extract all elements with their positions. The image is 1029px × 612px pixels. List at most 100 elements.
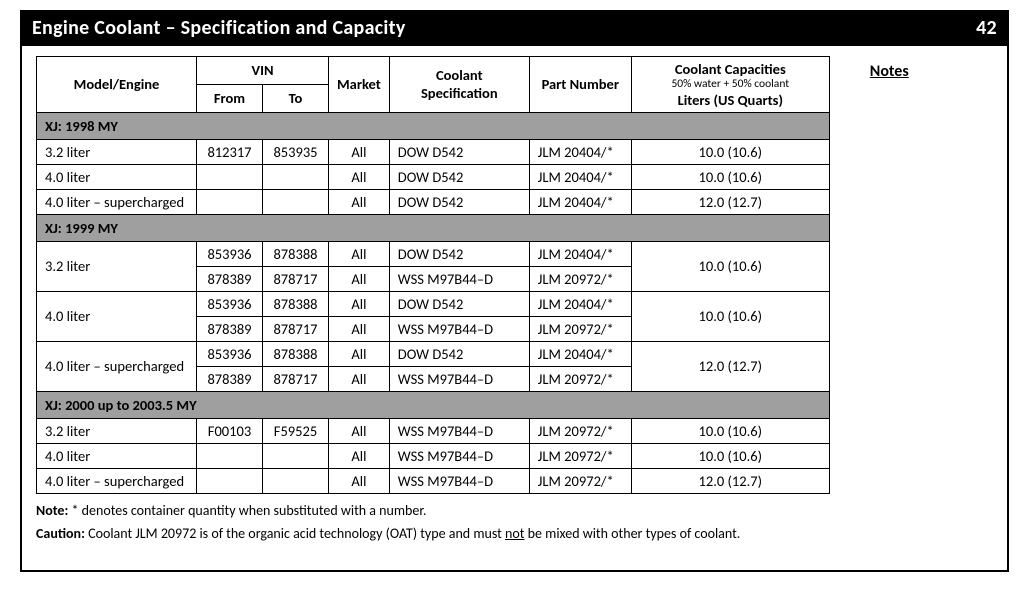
cell	[263, 189, 329, 214]
cell: 4.0 liter	[37, 291, 197, 341]
cell: WSS M97B44–D	[389, 266, 529, 291]
cell: WSS M97B44–D	[389, 316, 529, 341]
cell: 853936	[197, 291, 263, 316]
cap-title: Coolant Capacities	[640, 60, 821, 78]
cell	[263, 468, 329, 493]
table-row: 3.2 liter812317853935AllDOW D542JLM 2040…	[37, 139, 830, 164]
cell: All	[329, 189, 390, 214]
cell: 878717	[263, 316, 329, 341]
cell: JLM 20404/*	[529, 189, 631, 214]
caution-not: not	[505, 525, 524, 542]
note-line: Note: * denotes container quantity when …	[36, 502, 830, 519]
content-frame: Model/Engine VIN Market Coolant Specific…	[20, 46, 1009, 572]
header-row-1: Model/Engine VIN Market Coolant Specific…	[37, 57, 830, 85]
cell: 878389	[197, 316, 263, 341]
cell: All	[329, 241, 390, 266]
table-row: 4.0 literAllDOW D542JLM 20404/*10.0 (10.…	[37, 164, 830, 189]
cell	[263, 164, 329, 189]
cell	[197, 443, 263, 468]
cell: JLM 20972/*	[529, 468, 631, 493]
cap-units: Liters (US Quarts)	[640, 91, 821, 109]
col-market: Market	[329, 57, 390, 113]
cell: 878388	[263, 241, 329, 266]
cell: 4.0 liter – supercharged	[37, 189, 197, 214]
cell: 4.0 liter	[37, 443, 197, 468]
cell: 10.0 (10.6)	[631, 418, 829, 443]
page-title: Engine Coolant – Specification and Capac…	[32, 16, 406, 40]
cell: JLM 20404/*	[529, 291, 631, 316]
table-body: XJ: 1998 MY3.2 liter812317853935AllDOW D…	[37, 112, 830, 493]
layout: Model/Engine VIN Market Coolant Specific…	[36, 56, 993, 548]
cell: All	[329, 341, 390, 366]
cell: DOW D542	[389, 341, 529, 366]
cell: 878717	[263, 366, 329, 391]
cell: WSS M97B44–D	[389, 418, 529, 443]
cell: 878717	[263, 266, 329, 291]
cell: 10.0 (10.6)	[631, 443, 829, 468]
table-row: 3.2 liter853936878388AllDOW D542JLM 2040…	[37, 241, 830, 266]
cell: 12.0 (12.7)	[631, 189, 829, 214]
cell	[263, 443, 329, 468]
cell: DOW D542	[389, 189, 529, 214]
cell: 853935	[263, 139, 329, 164]
col-vin: VIN	[197, 57, 329, 85]
cell: F00103	[197, 418, 263, 443]
section-row: XJ: 2000 up to 2003.5 MY	[37, 391, 830, 418]
table-row: 4.0 liter853936878388AllDOW D542JLM 2040…	[37, 291, 830, 316]
cell: 878388	[263, 341, 329, 366]
cell: WSS M97B44–D	[389, 443, 529, 468]
cell: 3.2 liter	[37, 418, 197, 443]
cell: 4.0 liter	[37, 164, 197, 189]
cell: WSS M97B44–D	[389, 468, 529, 493]
section-row: XJ: 1998 MY	[37, 112, 830, 139]
cell: All	[329, 418, 390, 443]
section-label: XJ: 1999 MY	[37, 214, 830, 241]
table-row: 3.2 literF00103F59525AllWSS M97B44–DJLM …	[37, 418, 830, 443]
cell: All	[329, 139, 390, 164]
table-container: Model/Engine VIN Market Coolant Specific…	[36, 56, 830, 548]
title-bar: Engine Coolant – Specification and Capac…	[20, 10, 1009, 46]
table-row: 4.0 liter – superchargedAllWSS M97B44–DJ…	[37, 468, 830, 493]
cell: 4.0 liter – supercharged	[37, 341, 197, 391]
cap-sub: 50% water + 50% coolant	[640, 78, 821, 91]
cell: 853936	[197, 241, 263, 266]
cell: DOW D542	[389, 291, 529, 316]
table-row: 4.0 literAllWSS M97B44–DJLM 20972/*10.0 …	[37, 443, 830, 468]
footnotes: Note: * denotes container quantity when …	[36, 502, 830, 542]
col-model: Model/Engine	[37, 57, 197, 113]
section-label: XJ: 1998 MY	[37, 112, 830, 139]
cell: JLM 20972/*	[529, 418, 631, 443]
cell: JLM 20404/*	[529, 241, 631, 266]
cell: 878389	[197, 366, 263, 391]
page: Engine Coolant – Specification and Capac…	[0, 0, 1029, 612]
cell: JLM 20404/*	[529, 164, 631, 189]
cell: 878389	[197, 266, 263, 291]
cell: 3.2 liter	[37, 139, 197, 164]
cell: 878388	[263, 291, 329, 316]
cell: 3.2 liter	[37, 241, 197, 291]
section-row: XJ: 1999 MY	[37, 214, 830, 241]
caution-post: be mixed with other types of coolant.	[524, 525, 740, 542]
cell: JLM 20404/*	[529, 341, 631, 366]
note-label: Note:	[36, 502, 68, 519]
caution-line: Caution: Coolant JLM 20972 is of the org…	[36, 525, 830, 542]
cell: JLM 20404/*	[529, 139, 631, 164]
col-part: Part Number	[529, 57, 631, 113]
cell: JLM 20972/*	[529, 266, 631, 291]
cell: DOW D542	[389, 139, 529, 164]
cell: JLM 20972/*	[529, 316, 631, 341]
cell: WSS M97B44–D	[389, 366, 529, 391]
cell: All	[329, 443, 390, 468]
cell: 12.0 (12.7)	[631, 468, 829, 493]
col-vin-from: From	[197, 84, 263, 112]
cell: All	[329, 366, 390, 391]
cell	[197, 164, 263, 189]
note-text: * denotes container quantity when substi…	[68, 502, 426, 519]
cell: All	[329, 291, 390, 316]
cell: JLM 20972/*	[529, 366, 631, 391]
notes-link[interactable]: Notes	[870, 62, 909, 548]
cell: DOW D542	[389, 241, 529, 266]
section-label: XJ: 2000 up to 2003.5 MY	[37, 391, 830, 418]
cell: 10.0 (10.6)	[631, 139, 829, 164]
cell	[197, 468, 263, 493]
